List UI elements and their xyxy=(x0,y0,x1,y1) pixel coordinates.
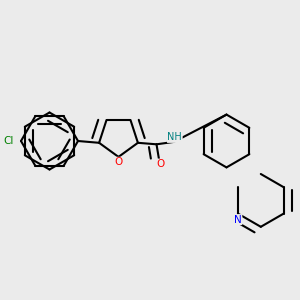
Text: O: O xyxy=(114,157,123,167)
Text: O: O xyxy=(156,159,164,169)
Text: Cl: Cl xyxy=(3,136,13,146)
Text: NH: NH xyxy=(167,132,182,142)
Text: N: N xyxy=(234,214,242,225)
